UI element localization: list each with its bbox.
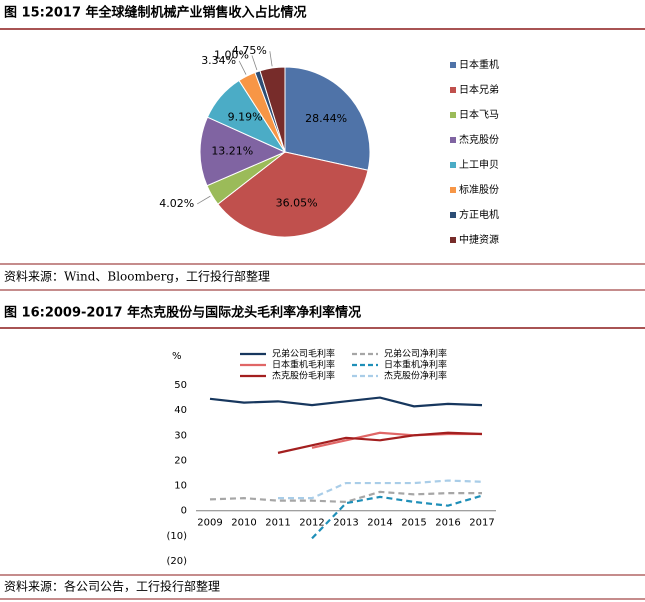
y-tick-label: 50 [174,380,187,391]
pie-slice [259,66,286,153]
legend-label: 兄弟公司毛利率 [272,348,335,360]
x-tick-label: 2011 [265,518,290,529]
x-tick-label: 2012 [299,518,324,529]
y-tick-label: (10) [166,531,187,542]
legend-swatch [450,212,456,218]
y-axis-label: % [172,351,182,362]
data-label: 28.44% [305,112,347,125]
legend-label: 杰克股份净利率 [384,370,447,382]
y-tick-label: 30 [174,430,187,441]
legend-label: 日本重机毛利率 [272,359,335,371]
legend-label: 日本兄弟 [459,83,499,96]
y-tick-label: 20 [174,455,187,466]
legend-label: 上工申贝 [459,158,499,171]
data-label: 36.05% [276,196,318,209]
x-tick-label: 2010 [231,518,256,529]
x-tick-label: 2016 [435,518,460,529]
y-tick-label: 40 [174,405,187,416]
source: 资料来源：Wind、Bloomberg，工行投行部整理 [4,269,270,284]
pie-slice [199,116,287,187]
legend-label: 方正电机 [459,208,499,221]
line-series [209,490,482,504]
leader-line [238,60,247,75]
line-series [311,494,483,540]
legend-swatch [450,237,456,243]
legend-label: 中捷资源 [459,233,499,246]
data-label: 9.19% [228,111,263,124]
line-series [277,431,483,454]
legend-label: 日本飞马 [459,108,499,121]
legend-label: 兄弟公司净利率 [384,348,447,360]
pie-slice [217,151,369,238]
legend-swatch [450,162,456,168]
legend-swatch [450,187,456,193]
legend-label: 杰克股份毛利率 [272,370,335,382]
data-label: 4.75% [232,44,267,57]
y-tick-label: 10 [174,481,187,492]
leader-line [251,55,258,71]
x-tick-label: 2009 [197,518,222,529]
y-tick-label: 0 [181,506,187,517]
figure-title: 图 16:2009-2017 年杰克股份与国际龙头毛利率净利率情况 [4,305,361,321]
figure-title: 图 15:2017 年全球缝制机械产业销售收入占比情况 [4,5,307,21]
legend-label: 日本重机净利率 [384,359,447,371]
leader-line [197,195,211,205]
data-label: 1.00% [214,48,249,61]
legend-swatch [450,137,456,143]
line-series [278,479,483,500]
leader-line [269,51,273,67]
data-label: 3.34% [201,54,236,67]
y-tick-label: (20) [166,556,187,567]
data-label: 4.02% [159,197,194,210]
legend-label: 标准股份 [459,184,499,196]
legend-label: 日本重机 [459,58,499,71]
x-tick-label: 2014 [367,518,392,529]
line-series [209,396,483,408]
legend-label: 杰克股份 [459,134,499,146]
legend-swatch [450,112,456,118]
data-label: 13.21% [211,145,253,158]
x-tick-label: 2015 [401,518,426,529]
x-tick-label: 2017 [469,518,494,529]
legend-swatch [450,62,456,68]
pie-slice [284,66,371,171]
x-tick-label: 2013 [333,518,358,529]
source: 资料来源：各公司公告，工行投行部整理 [4,579,220,594]
legend-swatch [450,87,456,93]
